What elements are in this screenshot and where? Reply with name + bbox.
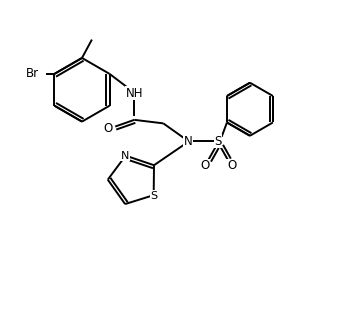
Text: O: O	[227, 159, 236, 172]
Text: NH: NH	[126, 87, 143, 100]
Text: S: S	[150, 191, 157, 201]
Text: O: O	[104, 122, 113, 135]
Text: S: S	[214, 134, 222, 148]
Text: N: N	[121, 151, 129, 160]
Text: O: O	[200, 159, 209, 172]
Text: N: N	[184, 134, 193, 148]
Text: Br: Br	[25, 67, 38, 80]
